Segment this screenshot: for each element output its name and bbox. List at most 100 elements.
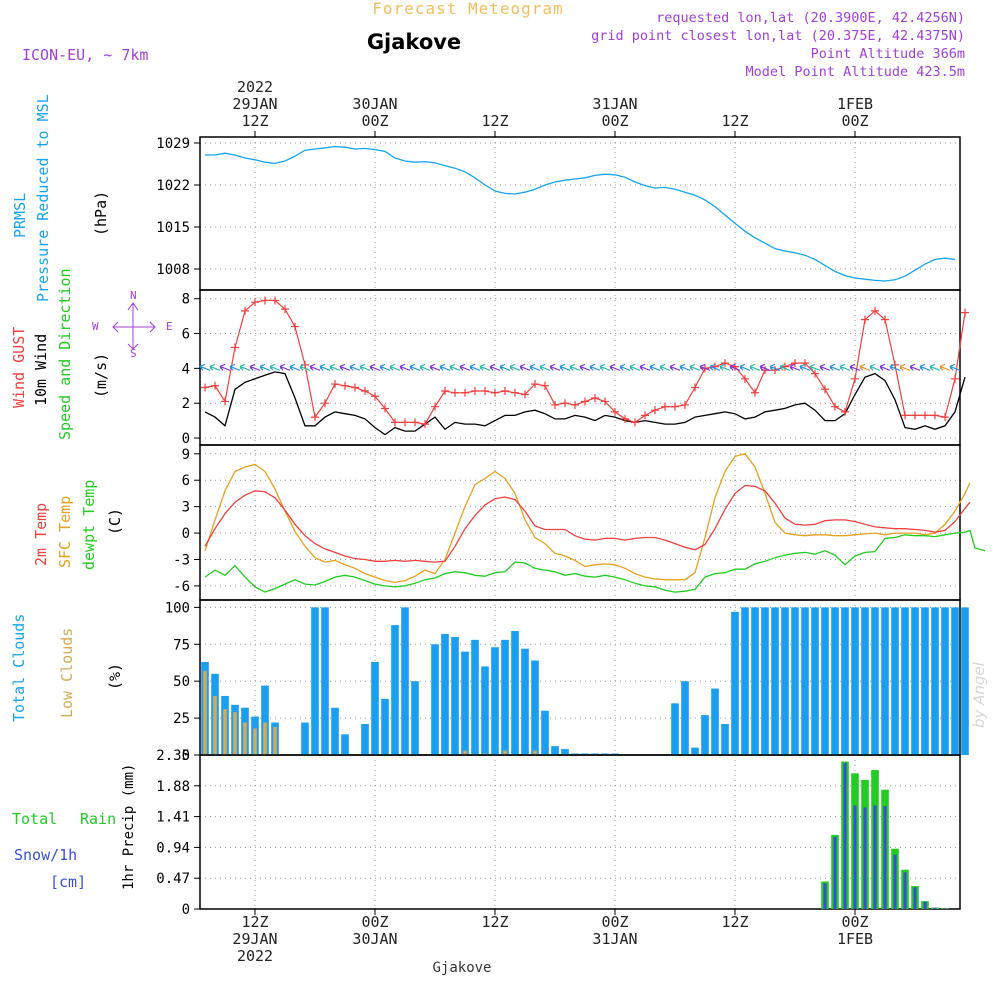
wind-direction-arrow <box>879 363 891 371</box>
gust-marker <box>331 380 339 389</box>
gust-marker <box>341 381 349 390</box>
total-cloud-bar <box>941 607 949 755</box>
wind-direction-arrow <box>849 363 861 371</box>
wind-direction-arrow <box>689 363 701 371</box>
wind-direction-arrow <box>699 363 711 371</box>
wind-ytick-label: 0 <box>182 431 190 447</box>
total-cloud-bar <box>411 681 419 755</box>
gust-marker <box>201 383 209 392</box>
total-cloud-bar <box>951 607 959 755</box>
wind-direction-arrow <box>739 363 751 371</box>
precip-frame <box>199 754 961 910</box>
total-cloud-bar <box>871 607 879 755</box>
wind-direction-arrow <box>759 363 771 371</box>
pressure-panel: 1008 1015 1022 1029 <box>156 136 961 291</box>
gust-marker <box>241 306 249 315</box>
low-cloud-bar <box>223 709 227 755</box>
wind-direction-arrow <box>909 363 921 371</box>
precip-panel: 0 0.47 0.94 1.41 1.88 2.35 <box>156 748 961 918</box>
gust-marker <box>871 306 879 315</box>
total-cloud-bar <box>751 607 759 755</box>
wind-ytick-label: 2 <box>182 396 190 412</box>
total-cloud-bar <box>371 662 379 755</box>
model-label: ICON-EU, ~ 7km <box>22 46 148 64</box>
location-title: Gjakove <box>367 30 461 54</box>
snow-bar <box>903 872 907 909</box>
gust-marker <box>511 388 519 397</box>
top-time-label: 2022 <box>237 78 273 96</box>
wind-direction-arrow <box>499 363 511 371</box>
wind-direction-arrow <box>889 363 901 371</box>
gust-marker <box>471 387 479 396</box>
pressure-label-long: Pressure Reduced to MSL <box>34 94 52 302</box>
gust-marker <box>501 387 509 396</box>
precip-unit-label: 1hr Precip (mm) <box>121 764 137 890</box>
bottom-time-label: 12Z <box>241 913 268 931</box>
wind-direction-arrow <box>239 363 251 371</box>
wind-direction-arrow <box>219 363 231 371</box>
total-cloud-bar <box>881 607 889 755</box>
total-cloud-bar <box>801 607 809 755</box>
gust-marker <box>841 407 849 416</box>
wind-panel: 0 2 4 6 8 <box>182 289 969 447</box>
cloud-ytick-label: 0 <box>182 748 190 764</box>
snow-bar <box>943 908 947 909</box>
total-cloud-bar <box>521 648 529 755</box>
precip-total-label: Total <box>12 810 57 828</box>
wind-direction-arrow <box>939 363 951 371</box>
wind-gust-line <box>204 299 966 425</box>
top-time-label: 29JAN <box>232 95 277 113</box>
total-cloud-bar <box>311 607 319 755</box>
wind-direction-arrow <box>659 363 671 371</box>
gust-marker <box>921 411 929 420</box>
cloud-panel: 0 25 50 75 100 <box>165 599 969 764</box>
info-line-3: Point Altitude 366m <box>811 46 965 62</box>
wind-direction-arrow <box>249 363 261 371</box>
precip-rain-label: Rain <box>80 810 116 828</box>
wind-direction-arrow <box>449 363 461 371</box>
wind-gust-label: Wind GUST <box>10 327 28 408</box>
gust-marker <box>461 388 469 397</box>
gust-marker <box>281 305 289 314</box>
total-cloud-bar <box>391 625 399 755</box>
low-cloud-bar <box>203 670 207 755</box>
temp-unit-label: (C) <box>106 508 124 535</box>
info-line-4: Model Point Altitude 423.5m <box>746 64 965 80</box>
bottom-time-label: 12Z <box>721 913 748 931</box>
temp-side-labels: 2m Temp SFC Temp dewpt Temp (C) <box>32 480 124 570</box>
top-time-label: 1FEB <box>837 95 873 113</box>
total-cloud-bar <box>471 639 479 755</box>
snow-bar <box>883 806 887 909</box>
wind-direction-arrow <box>649 363 661 371</box>
total-cloud-bar <box>771 607 779 755</box>
gust-marker <box>821 385 829 394</box>
gust-marker <box>731 362 739 371</box>
total-cloud-bar <box>431 644 439 755</box>
gust-marker <box>421 420 429 429</box>
gust-marker <box>621 414 629 423</box>
total-cloud-bar <box>731 611 739 755</box>
compass-e: E <box>166 320 173 333</box>
gust-marker <box>251 298 259 307</box>
snow-bar <box>923 901 927 909</box>
cloud-unit-label: (%) <box>106 663 124 690</box>
gust-marker <box>691 383 699 392</box>
gust-marker <box>571 400 579 409</box>
pressure-line <box>205 145 956 282</box>
info-line-1: requested lon,lat (20.3900E, 42.4256N) <box>656 10 965 26</box>
gust-marker <box>221 397 229 406</box>
temp-sfc-label: SFC Temp <box>56 496 74 568</box>
bottom-time-label: 1FEB <box>837 930 873 948</box>
gust-marker <box>601 397 609 406</box>
pressure-frame <box>199 136 961 291</box>
gust-marker <box>551 400 559 409</box>
wind-ytick-label: 6 <box>182 327 190 343</box>
gust-marker <box>521 390 529 399</box>
gust-marker <box>311 413 319 422</box>
wind-direction-arrow <box>719 363 731 371</box>
wind-direction-arrow <box>409 363 421 371</box>
wind-direction-arrow <box>229 363 241 371</box>
gust-marker <box>861 315 869 324</box>
wind-direction-arrow <box>509 363 521 371</box>
wind-direction-arrow <box>429 363 441 371</box>
